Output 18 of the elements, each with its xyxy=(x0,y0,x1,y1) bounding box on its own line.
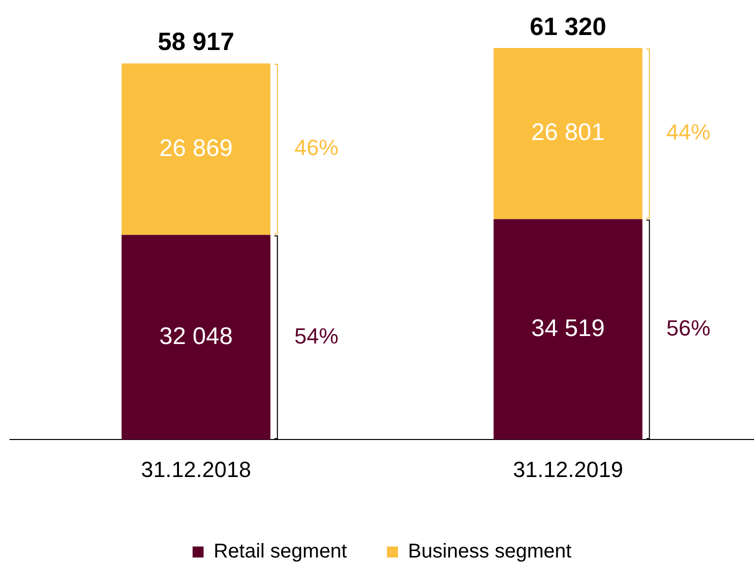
bar xyxy=(494,219,642,440)
annotation: 44% xyxy=(666,120,710,145)
data-label: 26 801 xyxy=(531,119,605,146)
bar xyxy=(122,234,270,440)
annotation: 56% xyxy=(666,315,710,340)
bar xyxy=(494,48,642,220)
total-label: 61 320 xyxy=(530,12,606,41)
x-tick-label: 31.12.2018 xyxy=(140,456,252,482)
legend-label: Retail segment xyxy=(214,540,348,563)
legend-label: Business segment xyxy=(408,540,572,563)
annotation: 46% xyxy=(294,135,338,160)
bar xyxy=(122,63,270,235)
data-label: 34 519 xyxy=(531,315,605,342)
total-label: 58 917 xyxy=(158,28,234,56)
data-label: 26 869 xyxy=(159,134,233,162)
x-tick-label: 31.12.2019 xyxy=(512,456,624,482)
data-label: 32 048 xyxy=(159,322,233,350)
annotation: 54% xyxy=(294,323,338,348)
